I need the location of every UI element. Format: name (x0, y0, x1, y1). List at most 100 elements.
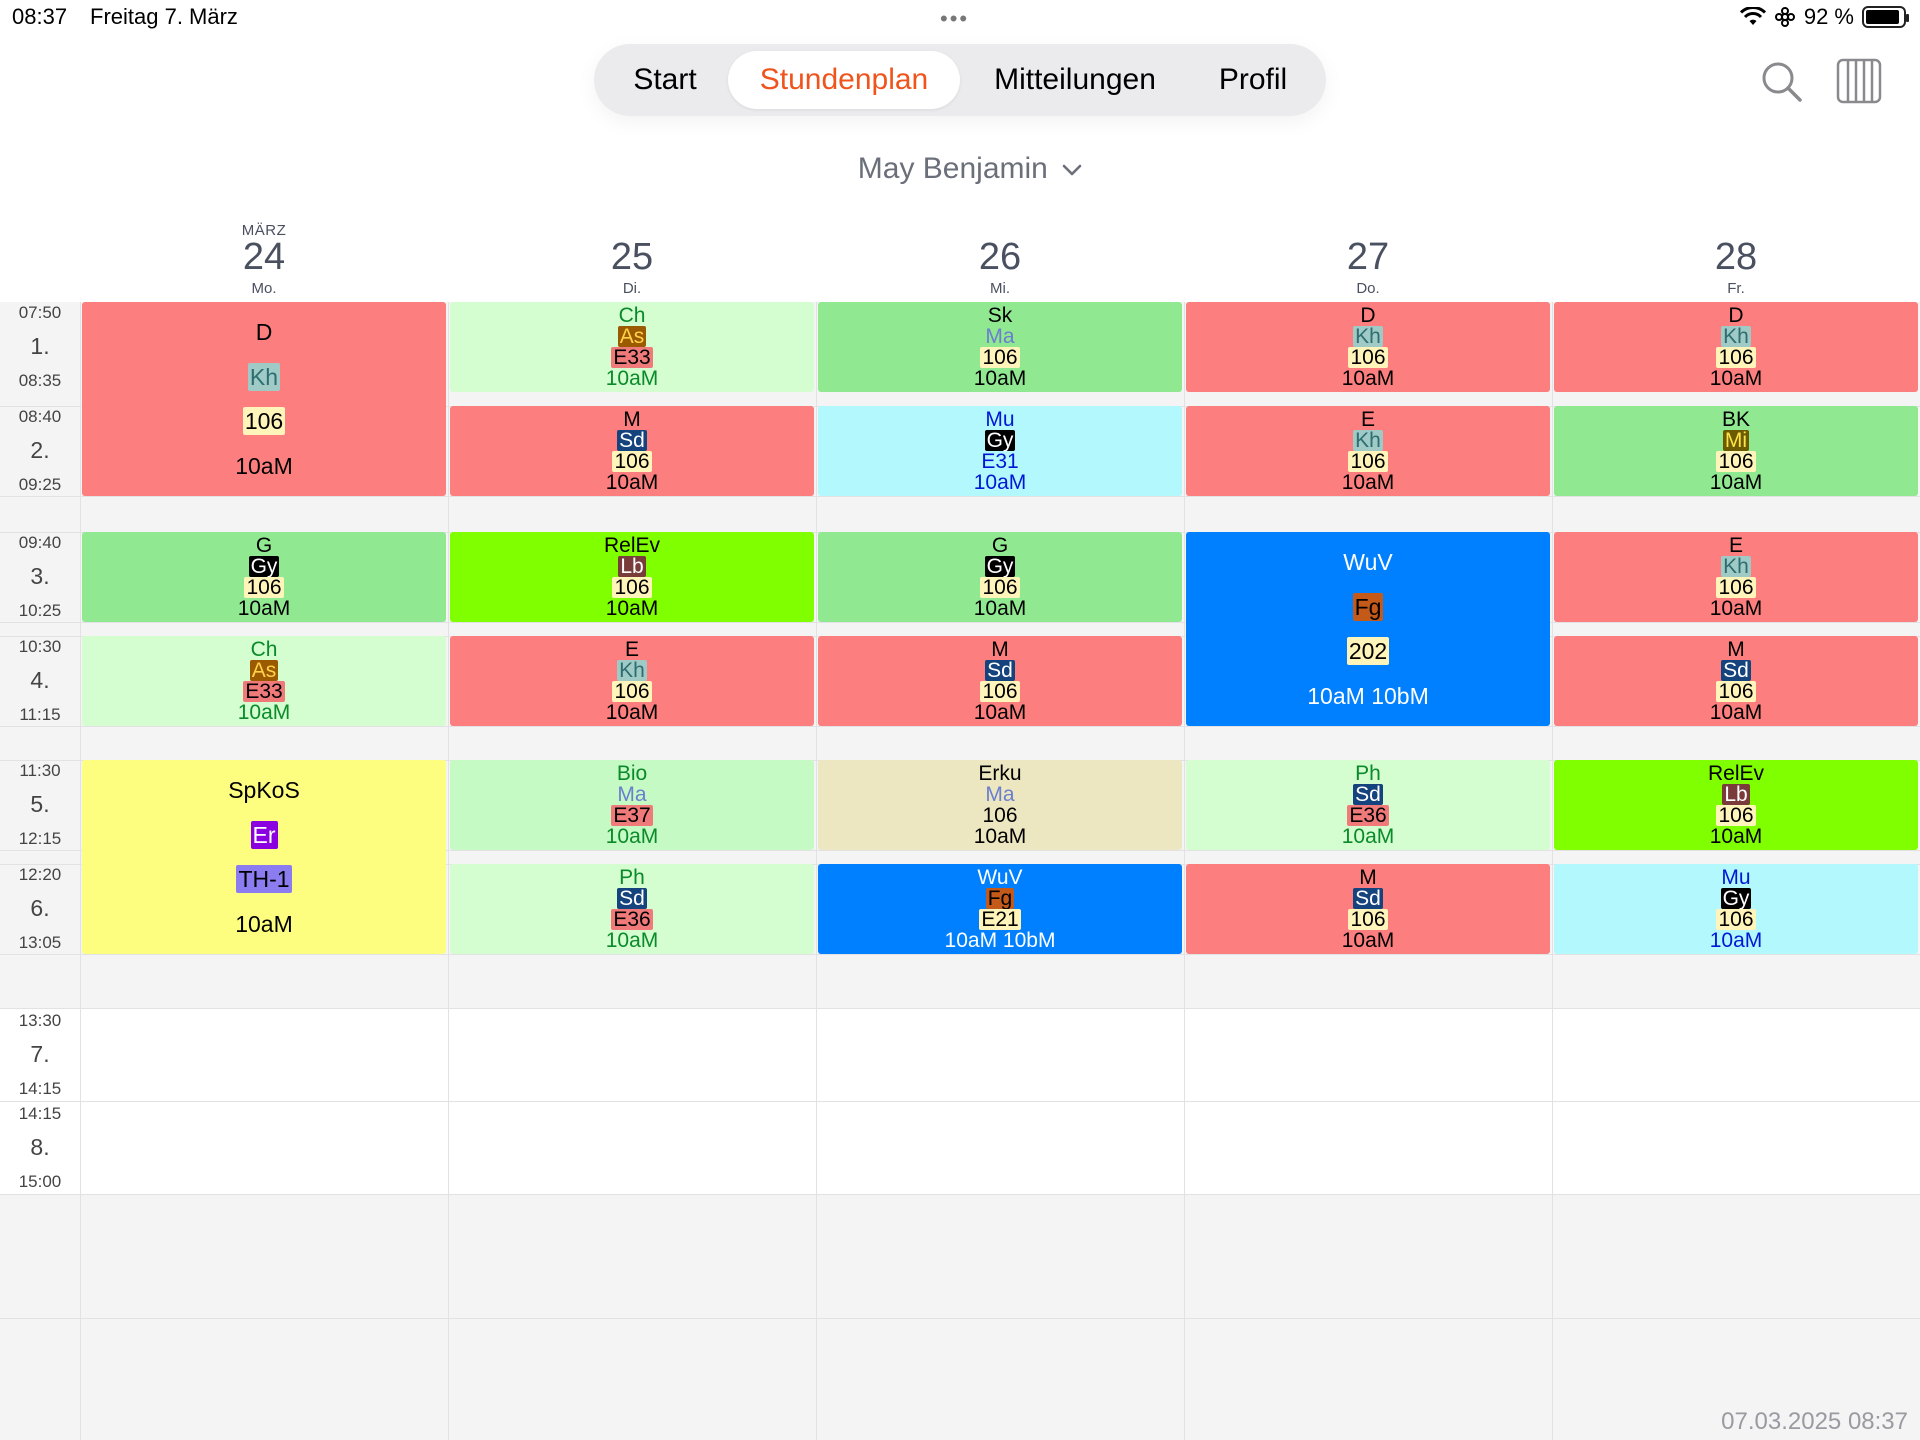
lesson-class: 10aM (1341, 471, 1395, 494)
lesson-class: 10aM 10bM (1307, 682, 1429, 709)
lesson-teacher: Sd (617, 887, 647, 910)
day-header-month: MÄRZ (241, 222, 287, 239)
lesson-subject: E (1360, 408, 1375, 431)
period-end-time: 11:15 (19, 705, 61, 724)
lesson-room: 106 (1348, 450, 1388, 473)
period-start-time: 13:30 (18, 1011, 62, 1030)
tab-mitteilungen[interactable]: Mitteilungen (994, 63, 1156, 96)
grid-row-line (0, 496, 1920, 497)
period-number: 8. (30, 1134, 50, 1160)
lesson-teacher: Gy (984, 555, 1016, 578)
lesson-card[interactable]: Mu Gy E31 10aM (818, 406, 1182, 496)
day-header-weekday: Di. (622, 280, 642, 297)
lesson-subject: SpKoS (228, 777, 300, 804)
status-date: Freitag 7. März (90, 4, 238, 29)
lesson-card[interactable]: G Gy 106 10aM (82, 532, 446, 622)
lesson-teacher: Gy (248, 555, 280, 578)
lesson-class: 10aM (605, 929, 659, 952)
lesson-teacher: Ma (985, 783, 1015, 806)
day-header-date: 25 (610, 236, 654, 278)
period-label: 10:30 4. 11:15 (0, 637, 80, 725)
lesson-class: 10aM (973, 825, 1027, 848)
lesson-card[interactable]: Ph Sd E36 10aM (450, 864, 814, 954)
period-label: 09:40 3. 10:25 (0, 533, 80, 621)
lesson-teacher: Sd (1353, 783, 1383, 806)
chevron-down-icon (1062, 164, 1082, 176)
lesson-room: 106 (980, 576, 1020, 599)
lesson-class: 10aM (973, 367, 1027, 390)
lesson-subject: G (991, 534, 1009, 557)
lesson-card[interactable]: Erku Ma 106 10aM (818, 760, 1182, 850)
period-start-time: 07:50 (18, 303, 62, 322)
lesson-class: 10aM (1341, 929, 1395, 952)
grid-row-line (0, 1318, 1920, 1319)
period-number: 7. (30, 1041, 50, 1067)
lesson-card[interactable]: Bio Ma E37 10aM (450, 760, 814, 850)
lesson-card[interactable]: E Kh 106 10aM (450, 636, 814, 726)
period-start-time: 09:40 (18, 533, 62, 552)
lesson-card[interactable]: SpKoS Er TH-1 10aM (82, 760, 446, 954)
tab-stundenplan[interactable]: Stundenplan (728, 51, 960, 109)
lesson-card[interactable]: RelEv Lb 106 10aM (450, 532, 814, 622)
lesson-class: 10aM (973, 597, 1027, 620)
lesson-card[interactable]: M Sd 106 10aM (450, 406, 814, 496)
period-label: 08:40 2. 09:25 (0, 407, 80, 495)
grid-row-line (0, 1101, 1920, 1102)
lesson-card[interactable]: WuV Fg E21 10aM 10bM (818, 864, 1182, 954)
week-view-icon[interactable] (1836, 58, 1882, 104)
lesson-room: TH-1 (236, 865, 292, 894)
lesson-card[interactable]: Ch As E33 10aM (82, 636, 446, 726)
day-header-date: 24 (242, 236, 286, 278)
lesson-card[interactable]: BK Mi 106 10aM (1554, 406, 1918, 496)
lesson-card[interactable]: Ch As E33 10aM (450, 302, 814, 392)
grid-column-line (816, 302, 817, 1440)
lesson-card[interactable]: D Kh 106 10aM (1186, 302, 1550, 392)
lesson-card[interactable]: D Kh 106 10aM (82, 302, 446, 496)
lesson-card[interactable]: G Gy 106 10aM (818, 532, 1182, 622)
lesson-card[interactable]: Mu Gy 106 10aM (1554, 864, 1918, 954)
lesson-teacher: Fg (1352, 592, 1384, 621)
lesson-subject: M (1359, 866, 1377, 889)
period-end-time: 15:00 (18, 1172, 62, 1191)
lesson-card[interactable]: D Kh 106 10aM (1554, 302, 1918, 392)
multitasking-dots-icon[interactable]: ••• (940, 6, 970, 31)
lesson-card[interactable]: M Sd 106 10aM (1554, 636, 1918, 726)
period-number: 6. (30, 895, 50, 921)
lesson-subject: D (255, 319, 273, 346)
lesson-teacher: Lb (1722, 783, 1750, 806)
status-indicators: 92 % (1739, 4, 1909, 30)
tab-start[interactable]: Start (633, 63, 697, 96)
lesson-card[interactable]: RelEv Lb 106 10aM (1554, 760, 1918, 850)
lesson-class: 10aM (237, 597, 291, 620)
lesson-room: E37 (611, 804, 653, 827)
period-label: 13:30 7. 14:15 (0, 1011, 80, 1099)
lesson-subject: D (1728, 304, 1744, 327)
lesson-card[interactable]: E Kh 106 10aM (1186, 406, 1550, 496)
lesson-subject: M (991, 638, 1009, 661)
lesson-room: 106 (1716, 908, 1756, 931)
status-bar: 08:37 Freitag 7. März ••• 92 % (0, 0, 1920, 36)
lesson-class: 10aM (1341, 825, 1395, 848)
lesson-room: 106 (612, 576, 652, 599)
lesson-subject: E (624, 638, 639, 661)
main-navigation: Start Stundenplan Mitteilungen Profil (594, 44, 1326, 116)
lesson-card[interactable]: Sk Ma 106 10aM (818, 302, 1182, 392)
tab-profil[interactable]: Profil (1218, 63, 1288, 96)
lesson-card[interactable]: Ph Sd E36 10aM (1186, 760, 1550, 850)
lesson-card[interactable]: M Sd 106 10aM (818, 636, 1182, 726)
person-selector[interactable]: May Benjamin (820, 152, 1120, 196)
lesson-card[interactable]: M Sd 106 10aM (1186, 864, 1550, 954)
search-icon[interactable] (1760, 60, 1804, 104)
day-header-date: 28 (1714, 236, 1758, 278)
lesson-room: 106 (1716, 450, 1756, 473)
lesson-class: 10aM (605, 367, 659, 390)
lesson-teacher: Kh (1721, 555, 1751, 578)
lesson-card[interactable]: WuV Fg 202 10aM 10bM (1186, 532, 1550, 726)
lesson-teacher: Fg (985, 887, 1015, 910)
lesson-class: 10aM (1709, 597, 1763, 620)
lesson-card[interactable]: E Kh 106 10aM (1554, 532, 1918, 622)
lesson-class: 10aM (1709, 471, 1763, 494)
lesson-room: 106 (1716, 346, 1756, 369)
lesson-teacher: Sd (985, 659, 1015, 682)
lesson-class: 10aM (973, 471, 1027, 494)
